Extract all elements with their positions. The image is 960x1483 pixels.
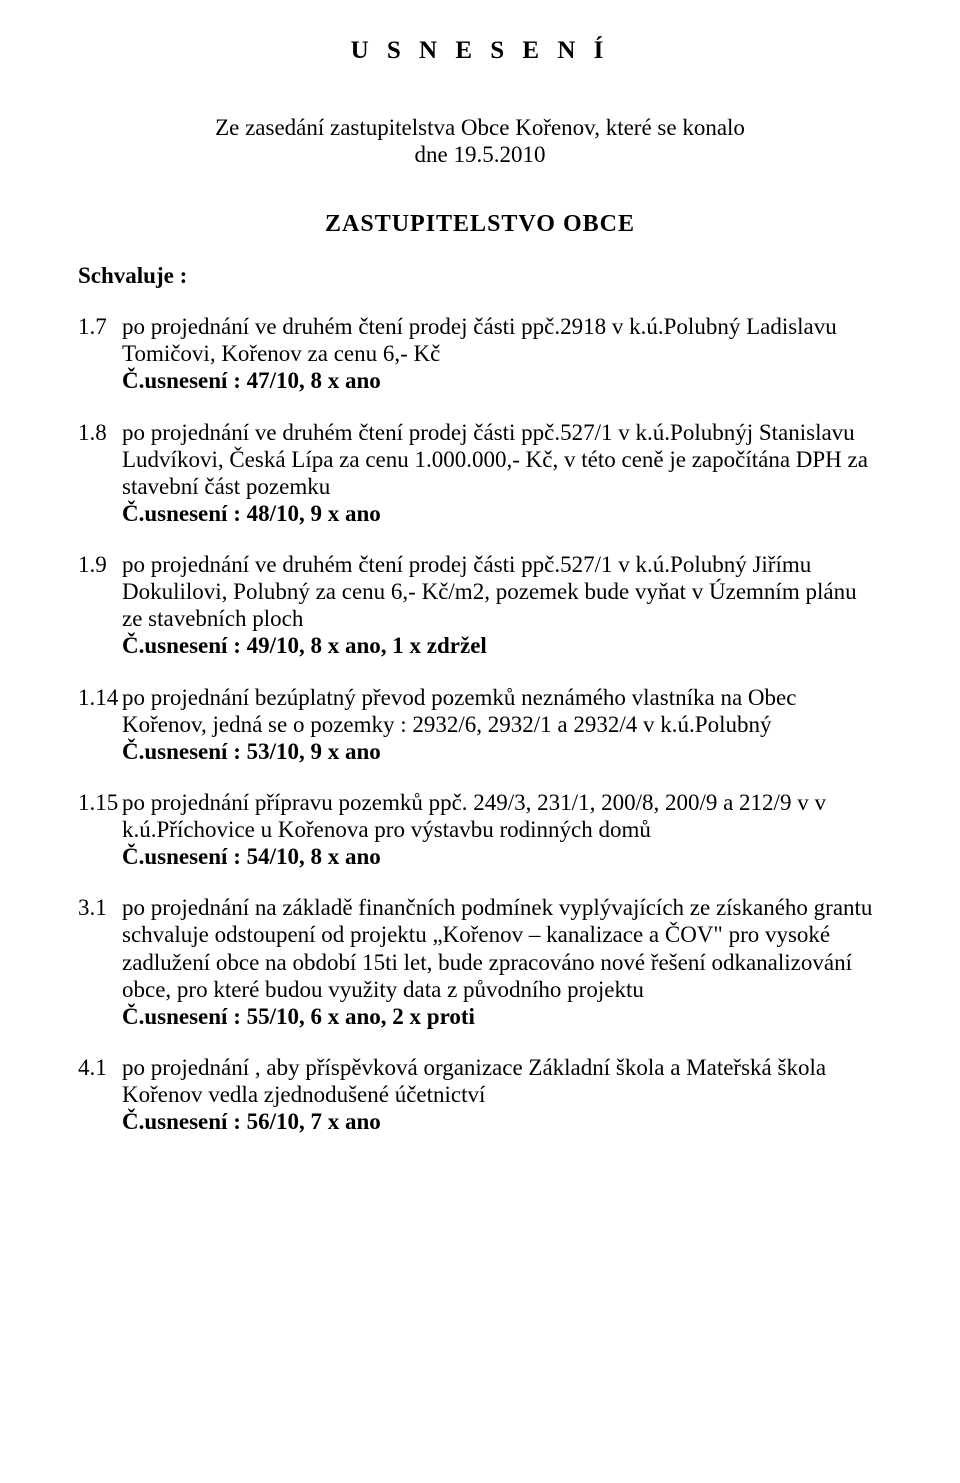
resolution-body: po projednání ve druhém čtení prodej čás… <box>122 313 882 394</box>
resolution-code: Č.usnesení : 48/10, 9 x ano <box>122 501 381 526</box>
resolution-body: po projednání bezúplatný převod pozemků … <box>122 684 882 765</box>
document-page: U S N E S E N Í Ze zasedání zastupitelst… <box>0 0 960 1483</box>
section-heading-schvaluje: Schvaluje : <box>78 262 882 289</box>
resolution-code: Č.usnesení : 54/10, 8 x ano <box>122 844 381 869</box>
resolution-number: 1.15 <box>78 789 122 870</box>
resolution-text: po projednání ve druhém čtení prodej čás… <box>122 314 837 366</box>
resolution-code: Č.usnesení : 53/10, 9 x ano <box>122 739 381 764</box>
resolution-text: po projednání bezúplatný převod pozemků … <box>122 685 796 737</box>
resolution-code: Č.usnesení : 56/10, 7 x ano <box>122 1109 381 1134</box>
intro-line-1: Ze zasedání zastupitelstva Obce Kořenov,… <box>78 114 882 141</box>
resolution-number: 1.7 <box>78 313 122 394</box>
resolution-number: 3.1 <box>78 894 122 1030</box>
resolution-item: 1.8 po projednání ve druhém čtení prodej… <box>78 419 882 528</box>
resolution-item: 1.14 po projednání bezúplatný převod poz… <box>78 684 882 765</box>
resolution-item: 4.1 po projednání , aby příspěvková orga… <box>78 1054 882 1135</box>
resolution-text: po projednání přípravu pozemků ppč. 249/… <box>122 790 826 842</box>
resolution-body: po projednání přípravu pozemků ppč. 249/… <box>122 789 882 870</box>
resolution-number: 1.14 <box>78 684 122 765</box>
resolution-item: 1.9 po projednání ve druhém čtení prodej… <box>78 551 882 660</box>
resolution-number: 1.9 <box>78 551 122 660</box>
resolution-code: Č.usnesení : 55/10, 6 x ano, 2 x proti <box>122 1004 475 1029</box>
resolution-body: po projednání , aby příspěvková organiza… <box>122 1054 882 1135</box>
resolution-number: 1.8 <box>78 419 122 528</box>
resolution-text: po projednání , aby příspěvková organiza… <box>122 1055 826 1107</box>
resolution-text: po projednání ve druhém čtení prodej čás… <box>122 552 857 631</box>
resolution-code: Č.usnesení : 49/10, 8 x ano, 1 x zdržel <box>122 633 487 658</box>
resolution-body: po projednání ve druhém čtení prodej čás… <box>122 551 882 660</box>
resolution-text: po projednání ve druhém čtení prodej čás… <box>122 420 868 499</box>
resolution-item: 1.15 po projednání přípravu pozemků ppč.… <box>78 789 882 870</box>
resolution-item: 3.1 po projednání na základě finančních … <box>78 894 882 1030</box>
document-intro: Ze zasedání zastupitelstva Obce Kořenov,… <box>78 114 882 168</box>
resolution-item: 1.7 po projednání ve druhém čtení prodej… <box>78 313 882 394</box>
document-subtitle: ZASTUPITELSTVO OBCE <box>78 210 882 238</box>
resolution-code: Č.usnesení : 47/10, 8 x ano <box>122 368 381 393</box>
resolution-text: po projednání na základě finančních podm… <box>122 895 872 1001</box>
document-title: U S N E S E N Í <box>78 36 882 66</box>
resolution-number: 4.1 <box>78 1054 122 1135</box>
resolution-body: po projednání na základě finančních podm… <box>122 894 882 1030</box>
resolution-body: po projednání ve druhém čtení prodej čás… <box>122 419 882 528</box>
intro-line-2: dne 19.5.2010 <box>78 141 882 168</box>
